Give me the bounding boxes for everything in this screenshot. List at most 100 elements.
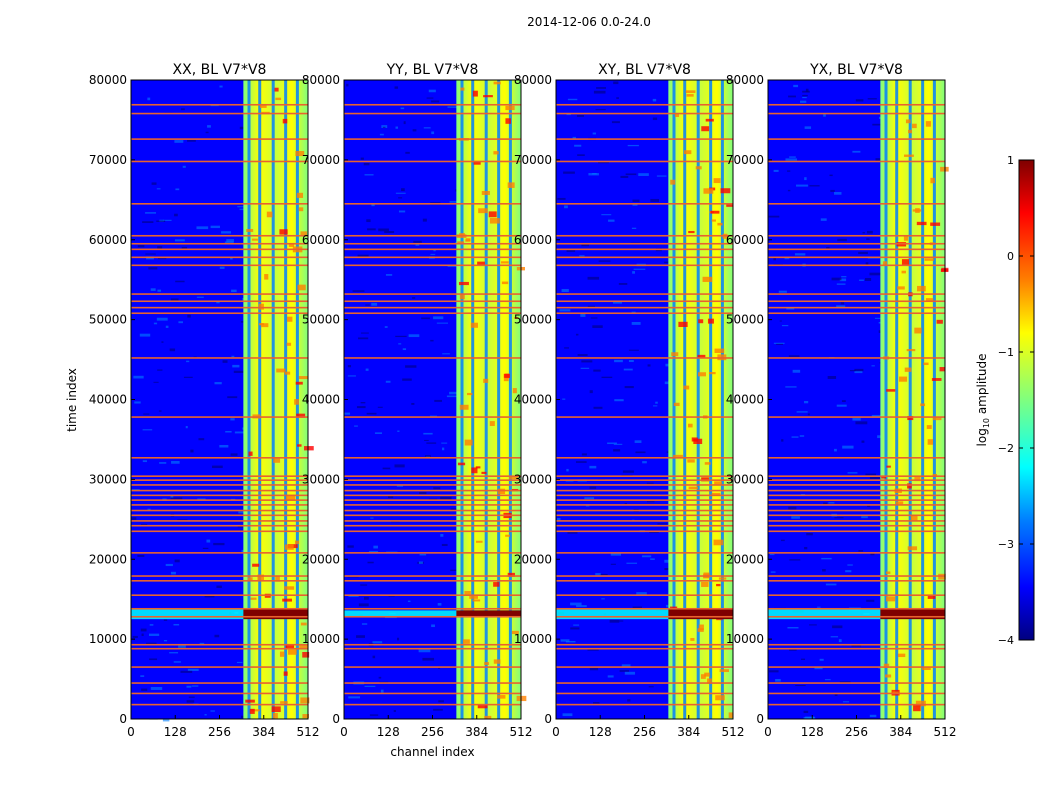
noise-speck xyxy=(878,321,882,324)
rfi-blotch xyxy=(472,599,481,602)
noise-speck xyxy=(802,94,808,97)
rfi-blotch xyxy=(914,475,921,482)
noise-speck xyxy=(854,370,863,374)
noise-speck xyxy=(836,404,847,407)
x-tick-label: 256 xyxy=(633,725,656,739)
noise-speck xyxy=(770,571,776,573)
colorbar-ticks: 1 0 −1 −2 −3 −4 xyxy=(998,154,1034,647)
noise-speck xyxy=(156,188,161,190)
noise-speck xyxy=(419,491,427,495)
flagged-row xyxy=(768,643,945,646)
rfi-blotch xyxy=(685,90,696,93)
noise-speck xyxy=(366,412,377,415)
flagged-row xyxy=(556,293,733,295)
rfi-blotch xyxy=(304,446,314,451)
flagged-row xyxy=(768,520,945,522)
rfi-blotch xyxy=(726,204,734,207)
noise-speck xyxy=(858,251,868,255)
flagged-row xyxy=(768,256,945,259)
noise-speck xyxy=(657,523,668,525)
rfi-blotch xyxy=(713,178,721,184)
noise-speck xyxy=(140,675,145,677)
noise-speck xyxy=(781,439,784,442)
rfi-blotch xyxy=(507,572,515,577)
flagged-row xyxy=(344,514,521,517)
rfi-blotch xyxy=(915,700,926,707)
noise-speck xyxy=(360,402,366,404)
rfi-blotch xyxy=(885,596,896,602)
noise-speck xyxy=(792,369,801,373)
flagged-row xyxy=(768,514,945,517)
noise-speck xyxy=(567,98,578,101)
noise-speck xyxy=(133,375,144,379)
colorbar-tick-label: −2 xyxy=(998,442,1014,455)
rfi-blotch xyxy=(272,713,278,719)
noise-speck xyxy=(403,121,406,125)
flagged-row xyxy=(344,682,521,684)
rfi-blotch xyxy=(940,166,949,172)
noise-speck xyxy=(370,517,374,519)
x-tick-label: 384 xyxy=(889,725,912,739)
noise-speck xyxy=(628,360,634,363)
rfi-blotch xyxy=(711,492,721,496)
x-tick-label: 0 xyxy=(340,725,348,739)
flagged-row xyxy=(344,256,521,259)
y-tick-label: 80000 xyxy=(514,73,552,87)
rfi-blotch xyxy=(697,372,706,377)
rfi-blotch xyxy=(707,678,712,684)
noise-speck xyxy=(169,348,176,352)
noise-speck xyxy=(619,620,624,622)
noise-speck xyxy=(842,701,850,703)
noise-speck xyxy=(224,241,234,244)
noise-speck xyxy=(834,192,842,195)
noise-speck xyxy=(826,246,830,250)
noise-speck xyxy=(802,96,807,99)
rfi-blotch xyxy=(503,373,510,378)
noise-speck xyxy=(433,708,443,711)
noise-speck xyxy=(875,158,883,161)
y-tick-label: 60000 xyxy=(89,233,127,247)
rfi-blotch xyxy=(459,404,469,410)
flagged-row xyxy=(131,580,308,582)
noise-speck xyxy=(360,157,364,160)
noise-speck xyxy=(187,139,196,142)
noise-speck xyxy=(401,188,405,192)
noise-speck xyxy=(405,365,417,368)
rfi-blotch xyxy=(881,475,886,479)
flagged-row xyxy=(131,306,308,309)
noise-speck xyxy=(358,337,369,340)
noise-speck xyxy=(198,438,205,441)
rfi-blotch xyxy=(702,276,713,282)
noise-speck xyxy=(137,554,145,557)
noise-speck xyxy=(430,253,436,255)
noise-speck xyxy=(839,278,847,282)
rfi-blotch xyxy=(899,376,908,382)
noise-speck xyxy=(613,443,623,445)
noise-speck xyxy=(847,564,853,566)
noise-speck xyxy=(587,648,599,651)
noise-speck xyxy=(182,165,186,168)
noise-speck xyxy=(845,570,852,573)
noise-speck xyxy=(862,232,865,234)
noise-speck xyxy=(450,569,461,571)
noise-speck xyxy=(449,201,460,203)
noise-speck xyxy=(219,85,223,88)
noise-speck xyxy=(413,240,422,244)
noise-speck xyxy=(433,487,441,490)
flagged-row xyxy=(768,575,945,577)
flagged-row xyxy=(131,692,308,695)
noise-speck xyxy=(436,322,448,324)
y-tick-label: 0 xyxy=(544,712,552,726)
y-tick-label: 0 xyxy=(332,712,340,726)
rfi-blotch xyxy=(284,371,291,375)
noise-speck xyxy=(613,449,621,452)
noise-speck xyxy=(577,154,585,156)
noise-speck xyxy=(234,431,246,434)
noise-speck xyxy=(823,502,828,505)
noise-speck xyxy=(834,517,844,519)
rfi-blotch xyxy=(295,150,305,157)
noise-speck xyxy=(438,667,441,669)
noise-speck xyxy=(442,353,450,355)
rfi-band-core xyxy=(243,608,308,620)
noise-speck xyxy=(804,177,807,181)
